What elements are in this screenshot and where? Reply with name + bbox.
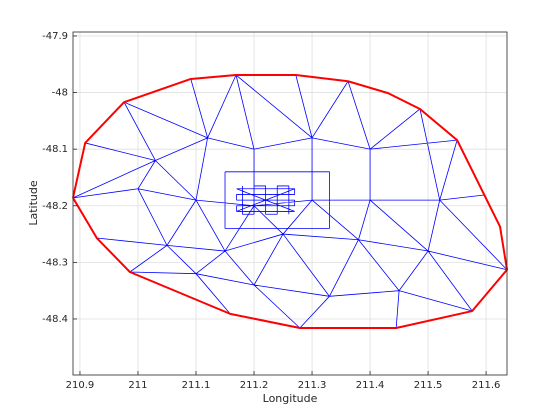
x-tick-label: 211.1 bbox=[182, 380, 211, 391]
y-tick-label: -48.2 bbox=[42, 201, 68, 212]
data bbox=[72, 74, 508, 330]
labels: 210.9 211 211.1 211.2 211.3 211.4 211.5 211.6 -4… bbox=[42, 31, 500, 391]
x-axis-label: Longitude bbox=[263, 392, 318, 405]
y-tick-label: -48.4 bbox=[42, 314, 68, 325]
x-tick-label: 211.4 bbox=[356, 380, 385, 391]
x-tick-label: 211.2 bbox=[240, 380, 269, 391]
x-tick-label: 211.5 bbox=[414, 380, 443, 391]
y-axis-label: Latitude bbox=[27, 180, 40, 226]
line-boundary bbox=[72, 74, 508, 330]
x-tick-label: 211.3 bbox=[298, 380, 327, 391]
y-tick-label: -48 bbox=[52, 88, 68, 99]
axes-box bbox=[72, 31, 508, 376]
line-mesh bbox=[72, 74, 508, 329]
y-tick-label: -48.1 bbox=[42, 144, 68, 155]
x-tick-label: 211.6 bbox=[472, 380, 501, 391]
y-tick-label: -47.9 bbox=[42, 31, 68, 42]
x-tick-label: 211 bbox=[128, 380, 147, 391]
x-tick-label: 210.9 bbox=[66, 380, 95, 391]
y-tick-label: -48.3 bbox=[42, 257, 68, 268]
